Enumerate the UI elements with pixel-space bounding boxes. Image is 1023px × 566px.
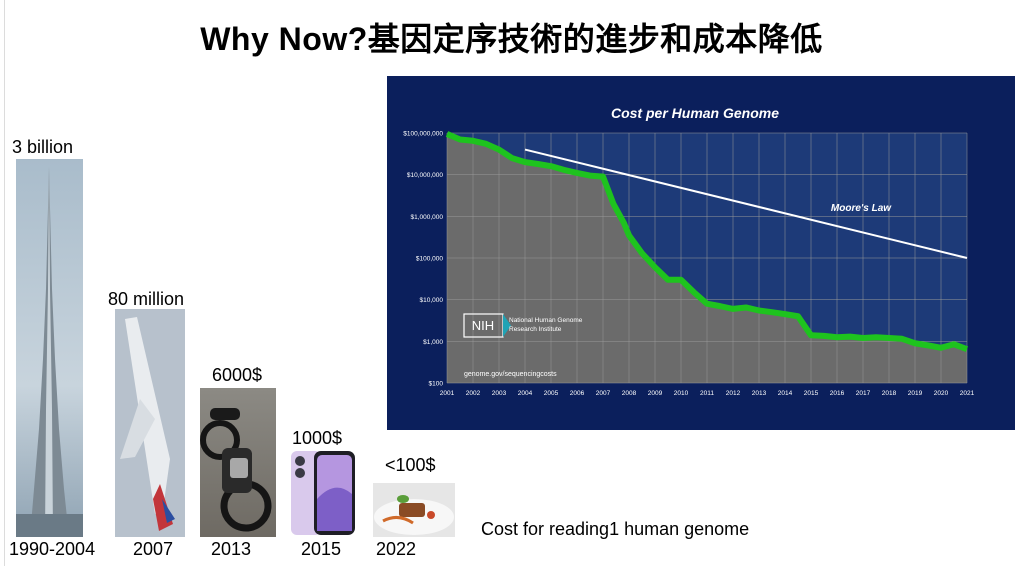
cost-caption: Cost for reading1 human genome xyxy=(481,519,750,539)
x-tick-label: 2009 xyxy=(648,390,663,397)
year-label-5: 2022 xyxy=(376,539,417,559)
y-tick-label: $10,000 xyxy=(420,297,444,304)
smartphone-image xyxy=(290,449,357,537)
x-tick-label: 2018 xyxy=(882,390,897,397)
slide-edge-line xyxy=(4,0,5,566)
x-tick-label: 2020 xyxy=(934,390,949,397)
value-label-1: 3 billion xyxy=(12,137,74,157)
x-tick-label: 2007 xyxy=(596,390,611,397)
y-tick-label: $1,000 xyxy=(423,339,443,346)
x-tick-label: 2010 xyxy=(674,390,689,397)
y-tick-label: $100,000 xyxy=(416,256,443,263)
nih-logo: NIH National Human Genome Research Insti… xyxy=(463,313,583,338)
x-tick-label: 2019 xyxy=(908,390,923,397)
nih-logo-arrow xyxy=(503,314,511,337)
x-tick-label: 2021 xyxy=(960,390,975,397)
x-tick-label: 2012 xyxy=(726,390,741,397)
value-label-2: 80 million xyxy=(108,289,185,309)
y-tick-label: $1,000,000 xyxy=(410,214,443,221)
year-label-4: 2015 xyxy=(301,539,342,559)
value-label-3: 6000$ xyxy=(212,365,263,385)
y-axis-ticks: $100,000,000 $10,000,000 $1,000,000 $100,00… xyxy=(403,131,443,388)
moores-law-line xyxy=(524,148,968,259)
nih-logo-text-2: Research Institute xyxy=(509,326,562,333)
year-label-2: 2007 xyxy=(133,539,174,559)
x-axis-ticks: 2001 2002 2003 2004 2005 2006 2007 2008 2009 2010… xyxy=(440,390,975,397)
x-tick-label: 2015 xyxy=(804,390,819,397)
value-label-4: 1000$ xyxy=(292,428,343,448)
y-tick-label: $10,000,000 xyxy=(407,172,444,179)
x-tick-label: 2017 xyxy=(856,390,871,397)
grid-lines xyxy=(446,132,968,384)
x-tick-label: 2001 xyxy=(440,390,455,397)
slide-title: Why Now?基因定序技術的進步和成本降低 xyxy=(200,21,823,57)
source-url: genome.gov/sequencingcosts xyxy=(464,371,557,378)
x-tick-label: 2005 xyxy=(544,390,559,397)
plated-meal-image xyxy=(373,483,455,537)
x-tick-label: 2002 xyxy=(466,390,481,397)
x-tick-label: 2014 xyxy=(778,390,793,397)
x-tick-label: 2016 xyxy=(830,390,845,397)
nih-logo-text-1: National Human Genome xyxy=(509,317,583,324)
year-label-1: 1990-2004 xyxy=(9,539,96,559)
genome-cost-chart: Cost per Human Genome Moore's Law $100,0… xyxy=(387,76,1015,430)
airplane-image xyxy=(115,309,185,537)
year-label-3: 2013 xyxy=(211,539,252,559)
nih-logo-mark: NIH xyxy=(472,318,494,333)
y-tick-label: $100,000,000 xyxy=(403,131,443,138)
moores-law-label: Moore's Law xyxy=(831,203,892,214)
motorcycle-image xyxy=(200,388,276,537)
skyscraper-image xyxy=(16,159,83,537)
cost-series-band xyxy=(445,131,969,352)
x-tick-label: 2003 xyxy=(492,390,507,397)
x-tick-label: 2008 xyxy=(622,390,637,397)
y-tick-label: $100 xyxy=(429,381,444,388)
x-tick-label: 2011 xyxy=(700,390,714,397)
value-label-5: <100$ xyxy=(385,455,436,475)
x-tick-label: 2004 xyxy=(518,390,533,397)
x-tick-label: 2006 xyxy=(570,390,585,397)
chart-title: Cost per Human Genome xyxy=(611,105,779,121)
x-tick-label: 2013 xyxy=(752,390,767,397)
